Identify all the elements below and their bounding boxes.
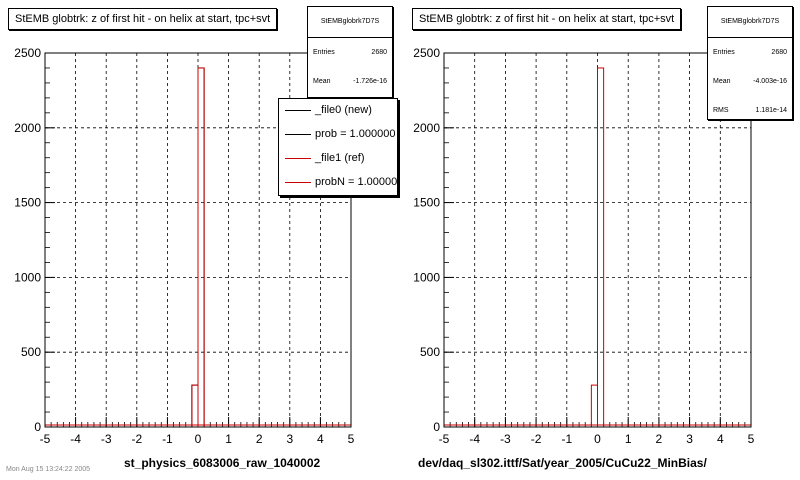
chart-title-right: StEMB globtrk: z of first hit - on helix… (412, 8, 682, 30)
x-axis-label-right: dev/daq_sl302.ittf/Sat/year_2005/CuCu22_… (418, 456, 707, 470)
plot-frame-border (443, 52, 752, 428)
legend-line-red (285, 158, 311, 159)
x-axis-label-left: st_physics_6083006_raw_1040002 (124, 456, 321, 470)
y-tick-label: 500 (21, 345, 41, 359)
y-tick-label: 500 (420, 345, 440, 359)
stats-name: StEMBglobrk7D7S (708, 7, 792, 38)
stats-box-right: StEMBglobrk7D7S Entries 2680 Mean -4.003… (707, 6, 793, 120)
x-tick-label: -4 (70, 432, 81, 446)
histogram-pad-right: -5 -4 -3 -2 -1 0 1 2 3 4 5 0 500 1000 1500 2000 2500 StE… (400, 0, 800, 480)
legend-label: probN = 1.000000 (315, 176, 398, 188)
x-tick-label: 4 (717, 432, 724, 446)
x-tick-label: -2 (531, 432, 542, 446)
x-tick-label: -2 (131, 432, 142, 446)
stats-mean-row: Mean -4.003e-16 (708, 67, 792, 96)
histogram-plot-right: -5 -4 -3 -2 -1 0 1 2 3 4 5 0 500 1000 1500 2000 2500 (413, 46, 755, 446)
stats-box-left: StEMBglobrk7D7S Entries 2680 Mean -1.726… (307, 6, 393, 98)
x-tick-label: -5 (439, 432, 450, 446)
x-tick-label: 5 (748, 432, 755, 446)
y-tick-label: 1500 (14, 196, 41, 210)
chart-title-left: StEMB globtrk: z of first hit - on helix… (8, 8, 278, 30)
legend-label: _file0 (new) (315, 104, 372, 116)
x-tick-label: 4 (317, 432, 324, 446)
stats-entries-value: 2680 (771, 49, 787, 56)
histogram-pad-left: -5 -4 -3 -2 -1 0 1 2 3 4 5 0 500 1000 1500 2000 2500 StE… (8, 6, 398, 470)
y-tick-label: 1000 (14, 270, 41, 284)
stats-mean-value: -1.726e-16 (353, 78, 387, 85)
plot-frame-border (44, 52, 352, 428)
y-tick-label: 2000 (14, 121, 41, 135)
x-tick-label: -3 (101, 432, 112, 446)
legend-label: _file1 (ref) (315, 152, 365, 164)
legend-label: prob = 1.000000 (315, 128, 396, 140)
y-tick-label: 0 (433, 420, 440, 434)
legend-entry: prob = 1.000000 (279, 123, 397, 147)
x-tick-label: 0 (195, 432, 202, 446)
x-tick-label: -1 (561, 432, 572, 446)
stats-rms-label: RMS (713, 107, 729, 114)
x-tick-label: -5 (40, 432, 51, 446)
y-tick-label: 0 (34, 420, 41, 434)
x-tick-label: -1 (162, 432, 173, 446)
stats-rms-value: 1.181e-14 (755, 107, 787, 114)
x-tick-label: 3 (286, 432, 293, 446)
stats-rms-row: RMS 1.181e-14 (708, 96, 792, 125)
y-tick-label: 1500 (413, 196, 440, 210)
x-tick-label: 2 (256, 432, 263, 446)
x-tick-label: 1 (225, 432, 232, 446)
stats-entries-row: Entries 2680 (308, 38, 392, 67)
x-tick-label: 2 (656, 432, 663, 446)
legend-line-red (285, 182, 311, 183)
y-tick-label: 1000 (413, 270, 440, 284)
x-tick-label: -3 (500, 432, 511, 446)
x-tick-label: 5 (348, 432, 355, 446)
y-tick-label: 2500 (14, 46, 41, 60)
footer-timestamp: Mon Aug 15 13:24:22 2005 (6, 466, 91, 473)
legend-entry: _file0 (new) (279, 99, 397, 123)
stats-mean-value: -4.003e-16 (753, 78, 787, 85)
y-tick-label: 2000 (413, 121, 440, 135)
legend-line-black (285, 134, 311, 135)
legend-entry: _file1 (ref) (279, 147, 397, 171)
stats-entries-value: 2680 (371, 49, 387, 56)
legend-line-black (285, 110, 311, 111)
x-tick-label: 0 (594, 432, 601, 446)
x-tick-label: 3 (686, 432, 693, 446)
stats-entries-label: Entries (313, 49, 335, 56)
x-tick-label: -4 (469, 432, 480, 446)
stats-name: StEMBglobrk7D7S (308, 7, 392, 38)
x-tick-label: 1 (625, 432, 632, 446)
y-tick-label: 2500 (413, 46, 440, 60)
stats-mean-row: Mean -1.726e-16 (308, 67, 392, 96)
stats-mean-label: Mean (313, 78, 331, 85)
stats-mean-label: Mean (713, 78, 731, 85)
legend: _file0 (new) prob = 1.000000 _file1 (ref… (278, 98, 398, 196)
stats-entries-row: Entries 2680 (708, 38, 792, 67)
legend-entry: probN = 1.000000 (279, 171, 397, 195)
stats-entries-label: Entries (713, 49, 735, 56)
